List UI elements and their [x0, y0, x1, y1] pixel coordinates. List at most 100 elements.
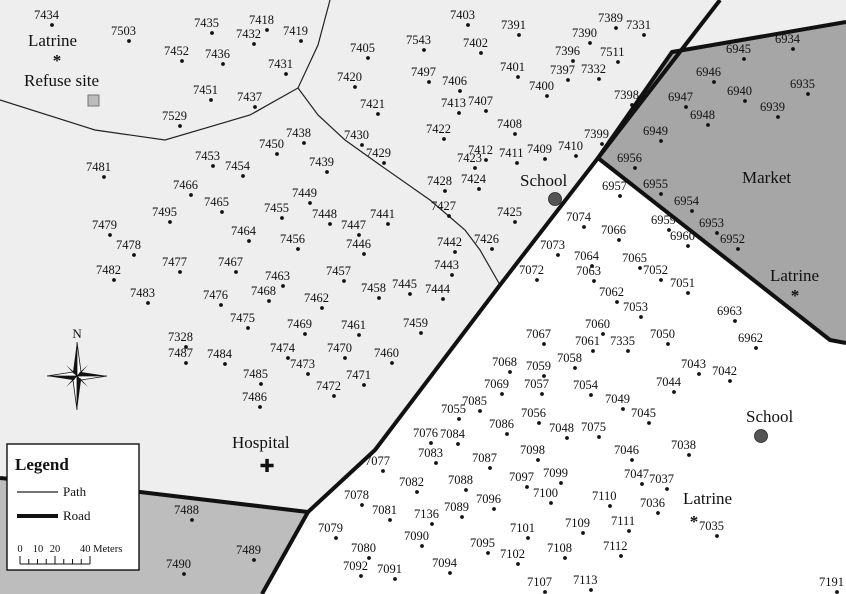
household-dot — [442, 137, 446, 141]
household-id-label: 7042 — [712, 364, 737, 378]
household-id-label: 7057 — [524, 377, 549, 391]
household-marker: 7478 — [116, 238, 141, 257]
household-dot — [302, 141, 306, 145]
household-id-label: 7454 — [225, 159, 251, 173]
household-dot — [447, 214, 451, 218]
household-id-label: 6963 — [717, 304, 742, 318]
household-id-label: 7409 — [527, 142, 552, 156]
household-dot — [419, 331, 423, 335]
household-id-label: 7442 — [437, 235, 462, 249]
household-marker: 7482 — [96, 263, 121, 282]
household-marker: 7427 — [431, 199, 456, 218]
household-dot — [667, 228, 671, 232]
household-dot — [591, 349, 595, 353]
household-id-label: 7391 — [501, 18, 526, 32]
household-dot — [50, 23, 54, 27]
household-id-label: 6946 — [696, 65, 721, 79]
household-marker: 7472 — [316, 379, 341, 398]
household-id-label: 7052 — [643, 263, 668, 277]
household-marker: 7454 — [225, 159, 251, 178]
household-id-label: 6948 — [690, 108, 715, 122]
household-id-label: 6947 — [668, 90, 693, 104]
household-marker: 7191 — [819, 575, 844, 594]
household-marker: 7056 — [521, 406, 546, 425]
household-marker: 7428 — [427, 174, 452, 193]
household-marker: 7449 — [292, 186, 317, 205]
household-dot — [776, 115, 780, 119]
household-dot — [540, 392, 544, 396]
household-id-label: 7489 — [236, 543, 261, 557]
household-id-label: 7108 — [547, 541, 572, 555]
household-marker: 7430 — [344, 128, 369, 147]
household-dot — [513, 132, 517, 136]
household-id-label: 7453 — [195, 149, 220, 163]
household-id-label: 7419 — [283, 24, 308, 38]
household-id-label: 7099 — [543, 466, 568, 480]
household-marker: 6940 — [727, 84, 752, 103]
household-dot — [686, 291, 690, 295]
household-marker: 7529 — [162, 109, 187, 128]
household-id-label: 6939 — [760, 100, 785, 114]
zone-light-northeast — [598, 0, 846, 158]
household-id-label: 7418 — [249, 13, 274, 27]
household-dot — [492, 507, 496, 511]
household-id-label: 7470 — [327, 341, 352, 355]
household-id-label: 7412 — [468, 143, 493, 157]
household-id-label: 7046 — [614, 443, 639, 457]
household-id-label: 6957 — [602, 179, 627, 193]
household-id-label: 7427 — [431, 199, 456, 213]
household-marker: 6953 — [699, 216, 724, 235]
scale-tick-label: 40 Meters — [80, 544, 122, 555]
household-dot — [473, 166, 477, 170]
household-dot — [687, 453, 691, 457]
household-marker: 7420 — [337, 70, 362, 89]
household-dot — [566, 78, 570, 82]
household-id-label: 7035 — [699, 519, 724, 533]
household-marker: 6934 — [775, 32, 801, 51]
household-dot — [367, 556, 371, 560]
household-marker: 7475 — [230, 311, 255, 330]
household-id-label: 7096 — [476, 492, 501, 506]
legend-title: Legend — [15, 455, 69, 474]
household-id-label: 7488 — [174, 503, 199, 517]
household-id-label: 7077 — [365, 454, 390, 468]
household-marker: 7543 — [406, 33, 431, 52]
household-id-label: 7064 — [574, 249, 600, 263]
household-id-label: 7445 — [392, 277, 417, 291]
scale-tick-label: 0 — [17, 544, 22, 555]
household-dot — [178, 124, 182, 128]
household-id-label: 7089 — [444, 500, 469, 514]
household-id-label: 7473 — [290, 357, 315, 371]
household-dot — [422, 48, 426, 52]
household-id-label: 7437 — [237, 90, 262, 104]
household-id-label: 7069 — [484, 377, 509, 391]
household-id-label: 6934 — [775, 32, 801, 46]
household-marker: 7471 — [346, 368, 371, 387]
household-id-label: 7471 — [346, 368, 371, 382]
household-marker: 7046 — [614, 443, 639, 462]
household-dot — [684, 105, 688, 109]
household-dot — [296, 247, 300, 251]
household-marker: 7095 — [470, 536, 495, 555]
household-marker: 7495 — [152, 205, 177, 224]
household-id-label: 7475 — [230, 311, 255, 325]
household-dot — [614, 26, 618, 30]
household-marker: 7058 — [557, 351, 582, 370]
household-id-label: 7456 — [280, 232, 305, 246]
household-id-label: 7529 — [162, 109, 187, 123]
household-dot — [267, 299, 271, 303]
household-dot — [835, 590, 839, 594]
household-id-label: 7408 — [497, 117, 522, 131]
hospital-marker: Hospital ✚ — [232, 433, 290, 477]
household-dot — [357, 233, 361, 237]
household-id-label: 7428 — [427, 174, 452, 188]
household-dot — [430, 522, 434, 526]
household-id-label: 7087 — [472, 451, 497, 465]
household-id-label: 6952 — [720, 232, 745, 246]
household-id-label: 7098 — [520, 443, 545, 457]
household-dot — [715, 231, 719, 235]
household-dot — [686, 244, 690, 248]
household-marker: 7490 — [166, 557, 191, 576]
household-id-label: 7101 — [510, 521, 535, 535]
